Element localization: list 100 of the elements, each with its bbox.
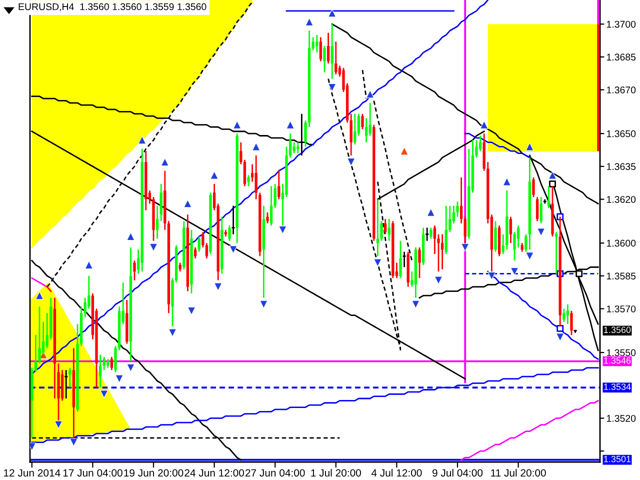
point (286, 120, 294, 129)
x-tick-label: 17 Jun 04:00 (63, 469, 122, 477)
point (260, 300, 268, 308)
y-tick-label: 1.3585 (606, 272, 636, 280)
point (374, 258, 382, 267)
point (54, 420, 63, 429)
candlestick (160, 183, 162, 222)
point (480, 120, 488, 129)
candlestick (562, 308, 566, 323)
candlestick (430, 227, 432, 240)
candlestick (292, 142, 296, 154)
candlestick (312, 36, 314, 52)
candlestick (388, 218, 390, 242)
ref-line-label: 1.3501 (604, 456, 631, 462)
chart-title: EURUSD,H4 1.3560 1.3560 1.3559 1.3560 (18, 3, 206, 12)
candlestick (240, 142, 242, 165)
point (126, 364, 135, 372)
x-tick-label: 12 Jun 2014 (4, 469, 60, 477)
candlestick (376, 198, 380, 257)
x-tick-label: 24 Jun 12:00 (184, 469, 244, 477)
point (278, 226, 287, 234)
candlestick (350, 113, 352, 156)
y-tick-label: 1.3670 (606, 86, 636, 94)
candlestick (270, 185, 273, 226)
x-tick-label: 9 Jul 04:00 (432, 468, 483, 477)
y-tick-label: 1.3685 (606, 54, 636, 61)
x-tick-label: 11 Jul 20:00 (491, 468, 546, 477)
candlestick (516, 224, 520, 248)
point (214, 282, 222, 291)
candlestick (98, 354, 102, 388)
line-series (460, 400, 599, 461)
text: 1.3560 (604, 326, 631, 334)
point (184, 200, 192, 208)
y-tick-label: 1.3650 (606, 130, 636, 138)
point (84, 260, 93, 270)
ref-line-label: 1.3534 (604, 384, 631, 390)
point (366, 90, 374, 98)
candlestick (547, 185, 550, 209)
y-tick-label: 1.3570 (606, 305, 636, 312)
point (328, 9, 336, 18)
point (70, 438, 78, 446)
candlestick (368, 102, 372, 136)
candlestick (540, 196, 542, 224)
candlestick (566, 304, 570, 325)
candlestick (247, 174, 250, 187)
y-tick-label: 1.3520 (606, 414, 636, 422)
candlestick (334, 40, 338, 76)
y-tick-label: 1.3550 (606, 349, 636, 356)
candlestick (536, 196, 539, 222)
candlestick (524, 234, 528, 252)
y-tick-label: 1.3700 (606, 20, 636, 28)
point (556, 333, 564, 342)
point (412, 300, 420, 308)
candlestick (418, 246, 421, 279)
candlestick (532, 176, 535, 198)
point (252, 142, 260, 151)
y-tick-label: 1.3635 (606, 163, 636, 170)
x-tick-label: 1 Jul 20:00 (311, 468, 361, 477)
point (347, 158, 356, 166)
point (400, 146, 408, 156)
point (426, 208, 435, 216)
point (576, 270, 583, 278)
candlestick (444, 205, 448, 255)
candlestick (243, 159, 246, 187)
candlestick (364, 118, 368, 144)
candlestick (202, 231, 204, 248)
candlestick (110, 356, 114, 371)
candlestick (464, 216, 466, 244)
point (488, 272, 496, 280)
candlestick (68, 367, 72, 388)
point (328, 84, 336, 92)
point (115, 374, 124, 383)
point (502, 178, 511, 186)
candlestick (34, 334, 38, 373)
candlestick (296, 142, 300, 154)
candlestick (205, 242, 208, 260)
x-tick-label: 27 Jun 04:00 (246, 469, 305, 477)
point (229, 246, 238, 254)
point (537, 228, 546, 236)
candlestick (194, 246, 197, 260)
candlestick (319, 36, 322, 62)
point (100, 390, 108, 398)
candlestick (361, 113, 364, 130)
line-series (464, 132, 530, 158)
ref-line-label: 1.3546 (604, 357, 631, 364)
point (233, 120, 242, 129)
candlestick (326, 32, 330, 64)
candlestick (278, 170, 280, 200)
point (138, 136, 146, 144)
candlestick (102, 356, 106, 371)
point (168, 328, 177, 337)
point (35, 292, 44, 300)
point (461, 243, 470, 252)
y-tick-label: 1.3620 (606, 196, 636, 203)
candlestick (354, 113, 356, 146)
candlestick (266, 212, 269, 224)
point (526, 142, 534, 151)
candlestick (460, 176, 463, 224)
candlestick (494, 220, 497, 252)
candlestick (433, 224, 436, 255)
